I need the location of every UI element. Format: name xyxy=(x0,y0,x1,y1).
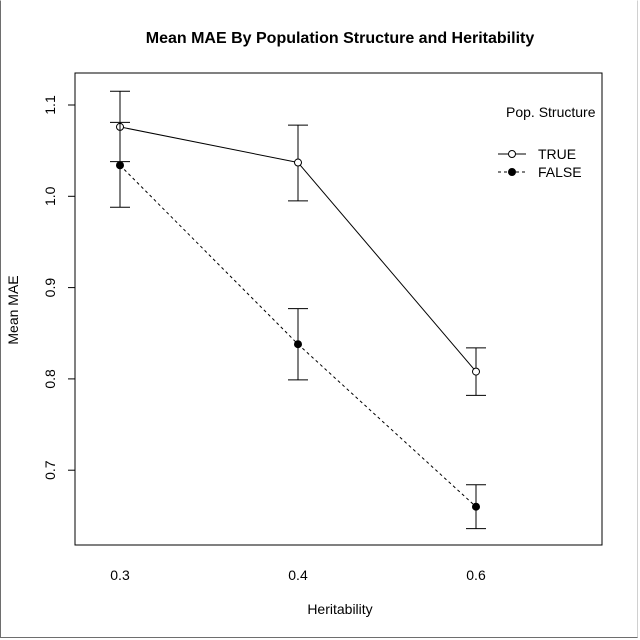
legend: Pop. Structure TRUE FALSE xyxy=(498,104,596,180)
y-tick-label: 1.0 xyxy=(42,186,58,206)
series-layer xyxy=(110,90,486,530)
y-axis: 0.7 0.8 0.9 1.0 1.1 xyxy=(42,95,75,480)
data-point xyxy=(294,158,302,167)
x-tick-label: 0.6 xyxy=(466,567,486,583)
x-axis-label: Heritability xyxy=(307,601,372,617)
series-line-segment xyxy=(297,162,477,372)
legend-marker-false xyxy=(508,168,516,176)
plot-area-border xyxy=(74,72,603,546)
chart-title: Mean MAE By Population Structure and Her… xyxy=(146,30,535,47)
data-point xyxy=(116,161,124,170)
legend-title: Pop. Structure xyxy=(506,104,596,120)
y-tick-label: 0.8 xyxy=(42,369,58,389)
legend-marker-true xyxy=(508,150,516,158)
x-tick-label: 0.3 xyxy=(110,567,130,583)
data-point xyxy=(472,367,480,376)
series-line-segment xyxy=(297,343,477,508)
legend-label-false: FALSE xyxy=(538,164,582,180)
legend-label-true: TRUE xyxy=(538,146,576,162)
y-tick-label: 1.1 xyxy=(42,95,58,115)
x-axis: 0.3 0.4 0.6 xyxy=(110,567,486,583)
series-line-segment xyxy=(119,126,299,164)
data-point xyxy=(294,340,302,349)
series-false xyxy=(110,121,486,530)
x-tick-label: 0.4 xyxy=(288,567,308,583)
y-tick-label: 0.9 xyxy=(42,278,58,298)
series-line-segment xyxy=(119,164,299,345)
data-point xyxy=(472,502,480,511)
y-axis-label: Mean MAE xyxy=(5,275,21,344)
y-tick-label: 0.7 xyxy=(42,460,58,480)
